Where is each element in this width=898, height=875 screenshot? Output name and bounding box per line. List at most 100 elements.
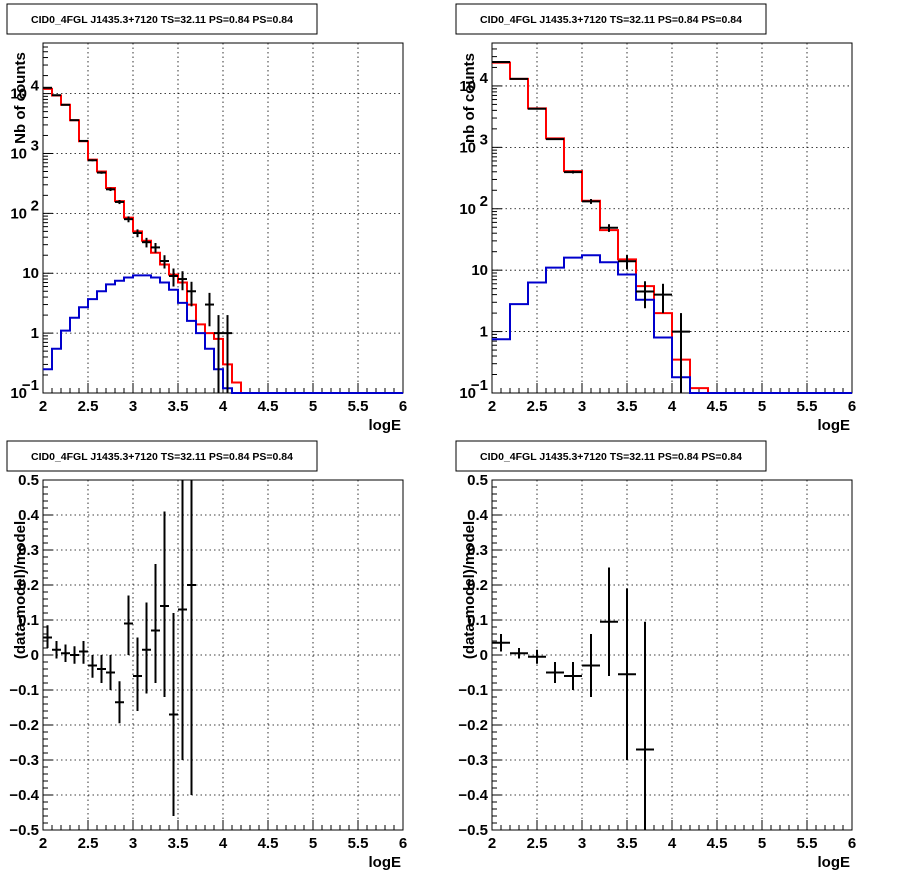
y-tick-label: 0.2 xyxy=(18,577,39,594)
data-point xyxy=(600,224,618,232)
data-point xyxy=(115,200,124,205)
x-axis-label: logE xyxy=(369,417,402,434)
data-point xyxy=(142,602,151,694)
data-point xyxy=(97,171,106,174)
data-point xyxy=(79,641,88,664)
x-tick-label: 5 xyxy=(758,835,766,852)
y-tick-label: −0.2 xyxy=(458,717,488,734)
data-point xyxy=(582,199,600,204)
x-tick-label: 3 xyxy=(578,835,586,852)
y-tick-label: −0.5 xyxy=(458,822,488,839)
data-point xyxy=(528,107,546,110)
data-point xyxy=(582,634,600,697)
series-3 xyxy=(43,86,232,393)
chart-title: CID0_4FGL J1435.3+7120 TS=32.11 PS=0.84 … xyxy=(31,451,293,463)
data-point xyxy=(546,138,564,141)
x-axis: 2 2.5 3 3.5 4 4.5 5 5.5 6 xyxy=(488,43,856,415)
y-tick-label: −0.2 xyxy=(9,717,39,734)
y-tick-label: 0.3 xyxy=(467,542,488,559)
data-point xyxy=(52,94,61,97)
data-point xyxy=(124,595,133,655)
data-point xyxy=(169,613,178,816)
data-point xyxy=(672,313,690,393)
y-axis: −0.5 −0.4 −0.3 −0.2 −0.1 0 0.1 0.2 0.3 0.4 0.5 xyxy=(9,472,403,839)
y-tick-label: 0.4 xyxy=(18,507,40,524)
data-point xyxy=(79,139,88,142)
data-point xyxy=(187,480,196,795)
y-tick-label: −0.5 xyxy=(9,822,39,839)
data-point xyxy=(142,237,151,248)
chart-panel-3: 2 2.5 3 3.5 4 4.5 5 5.5 6logE−0.5−0.4−0.3−0.2−0.… xyxy=(6,440,407,871)
x-tick-label: 2 xyxy=(39,398,47,415)
data-point xyxy=(88,655,97,678)
data-point xyxy=(106,655,115,690)
data-point xyxy=(133,229,142,238)
data-point xyxy=(106,187,115,192)
data-point xyxy=(160,255,169,269)
data-point xyxy=(115,681,124,724)
data-point xyxy=(223,315,232,393)
y-tick-label: 0.5 xyxy=(18,472,39,489)
x-tick-label: 5.5 xyxy=(348,835,369,852)
y-tick-exponent: −1 xyxy=(471,377,488,394)
series-1 xyxy=(492,567,654,830)
x-tick-label: 2 xyxy=(488,835,496,852)
series-2 xyxy=(492,254,852,394)
x-axis: 2 2.5 3 3.5 4 4.5 5 5.5 6 xyxy=(39,480,407,852)
chart-title: CID0_4FGL J1435.3+7120 TS=32.11 PS=0.84 … xyxy=(480,451,742,463)
y-tick-label: 10 xyxy=(10,145,27,162)
x-tick-label: 4.5 xyxy=(258,398,279,415)
x-tick-label: 6 xyxy=(399,835,407,852)
data-point xyxy=(97,655,106,683)
x-tick-label: 5.5 xyxy=(348,398,369,415)
data-point xyxy=(564,170,582,174)
y-axis: −0.5 −0.4 −0.3 −0.2 −0.1 0 0.1 0.2 0.3 0.4 0.5 xyxy=(458,472,852,839)
x-tick-label: 4 xyxy=(668,835,677,852)
x-tick-label: 4 xyxy=(668,398,677,415)
chart-panel-4: 2 2.5 3 3.5 4 4.5 5 5.5 6logE−0.5−0.4−0.3−0.2−0.… xyxy=(455,440,856,871)
x-axis-label: logE xyxy=(369,854,402,871)
x-tick-label: 4 xyxy=(219,835,228,852)
data-point xyxy=(133,637,142,711)
y-tick-label: 10 xyxy=(22,265,39,282)
data-point xyxy=(151,242,160,253)
data-point xyxy=(43,625,52,648)
chart-title: CID0_4FGL J1435.3+7120 TS=32.11 PS=0.84 … xyxy=(31,14,293,26)
data-point xyxy=(52,641,61,659)
y-tick-label: 0.5 xyxy=(467,472,488,489)
x-tick-label: 6 xyxy=(848,398,856,415)
data-point xyxy=(70,119,79,122)
y-tick-label: 1 xyxy=(480,324,488,341)
y-tick-label: 10 xyxy=(459,385,476,402)
y-tick-label: 10 xyxy=(459,139,476,156)
data-point xyxy=(88,159,97,162)
x-tick-label: 2.5 xyxy=(78,398,99,415)
x-tick-label: 4.5 xyxy=(707,398,728,415)
title-box xyxy=(455,3,767,35)
data-point xyxy=(546,662,564,683)
y-tick-label: 10 xyxy=(10,86,27,103)
y-tick-label: −0.4 xyxy=(9,787,39,804)
y-tick-exponent: −1 xyxy=(22,377,39,394)
y-tick-exponent: 2 xyxy=(31,197,39,214)
x-tick-label: 2.5 xyxy=(78,835,99,852)
series-2 xyxy=(43,274,403,394)
y-tick-label: 10 xyxy=(10,205,27,222)
plot-frame xyxy=(42,42,404,394)
title-box xyxy=(6,440,318,472)
y-tick-label: −0.3 xyxy=(458,752,488,769)
data-point xyxy=(618,254,636,270)
x-tick-label: 2.5 xyxy=(527,835,548,852)
data-point xyxy=(636,281,654,309)
data-point xyxy=(169,268,178,287)
data-point xyxy=(654,283,672,314)
x-tick-label: 3.5 xyxy=(617,398,638,415)
x-tick-label: 5.5 xyxy=(797,835,818,852)
y-tick-label: 0.3 xyxy=(18,542,39,559)
series-3 xyxy=(492,61,690,393)
y-tick-exponent: 3 xyxy=(31,137,39,154)
y-tick-label: 1 xyxy=(31,325,39,342)
y-tick-label: −0.4 xyxy=(458,787,488,804)
